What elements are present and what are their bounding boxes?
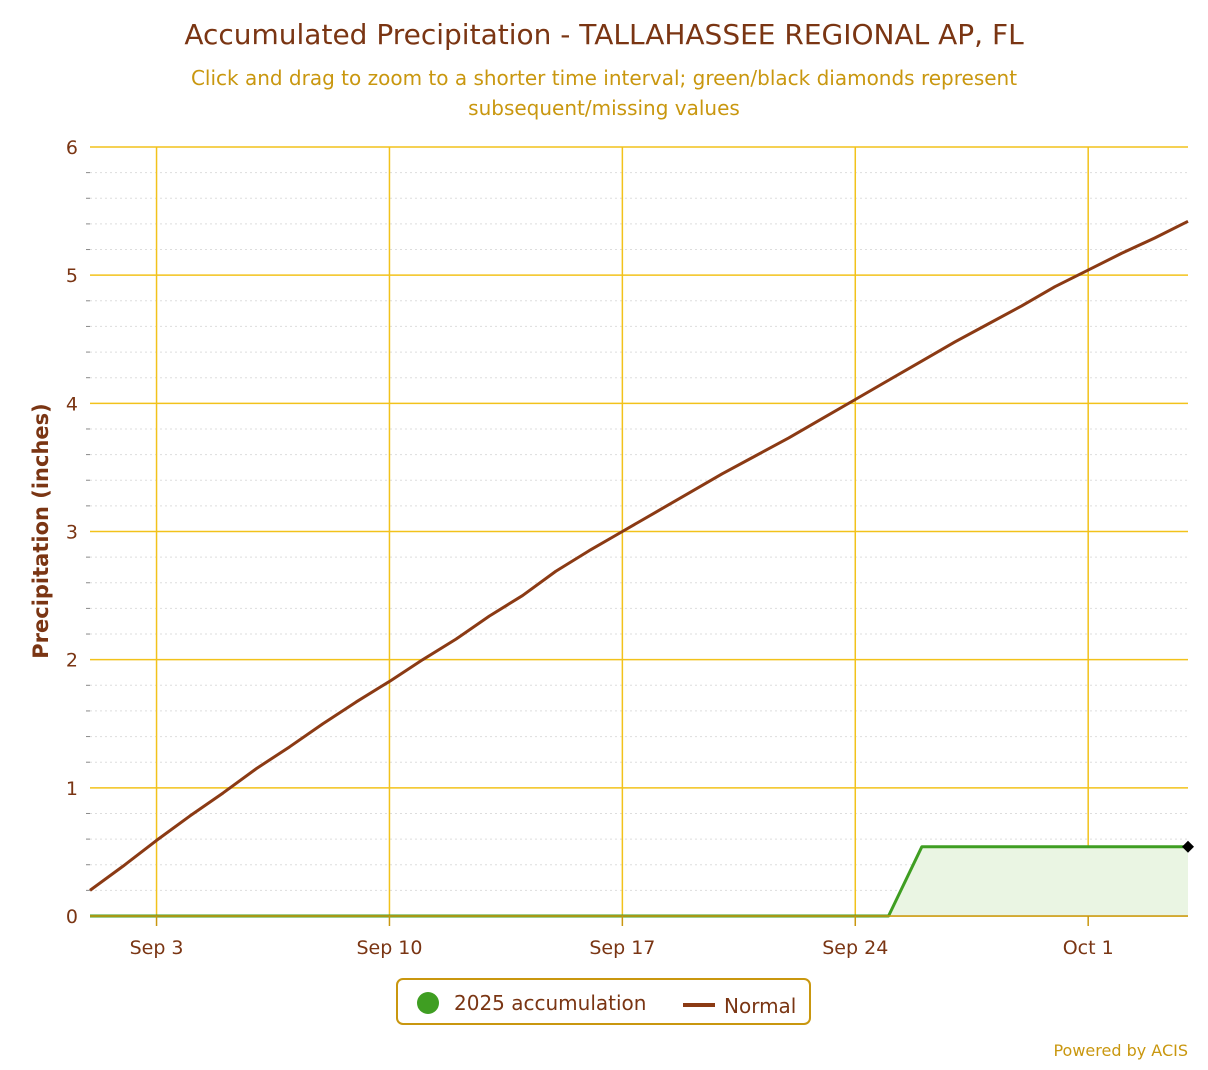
x-tick-label: Sep 3 — [130, 937, 184, 959]
x-axis-ticks: Sep 3 Sep 10 Sep 17 Sep 24 Oct 1 — [130, 937, 1114, 959]
y-tick-label: 1 — [66, 778, 78, 800]
plot-series[interactable] — [89, 219, 1194, 918]
legend-item-2025-accumulation[interactable]: 2025 accumulation — [417, 991, 646, 1015]
accumulation-area — [90, 846, 1188, 916]
normal-series-line[interactable] — [89, 219, 1189, 892]
legend-box — [396, 978, 811, 1025]
y-tick-label: 3 — [66, 522, 78, 544]
y-tick-label: 6 — [66, 137, 78, 159]
credits-link[interactable]: Powered by ACIS — [1053, 1041, 1188, 1060]
y-axis-label: Precipitation (inches) — [29, 403, 53, 659]
x-tick-label: Sep 10 — [356, 937, 422, 959]
major-gridlines — [90, 146, 1188, 917]
legend-label-normal: Normal — [724, 994, 796, 1018]
y-tick-label: 2 — [66, 650, 78, 672]
legend-label-2025-accumulation: 2025 accumulation — [454, 991, 646, 1015]
axes — [90, 915, 1188, 926]
chart-subtitle-line-2: subsequent/missing values — [468, 96, 740, 120]
y-axis-ticks: 0 1 2 3 4 5 6 — [66, 137, 78, 928]
x-tick-label: Sep 24 — [822, 937, 888, 959]
y-tick-label: 0 — [66, 906, 78, 928]
chart-subtitle-line-1: Click and drag to zoom to a shorter time… — [191, 66, 1017, 90]
legend-item-normal[interactable]: Normal — [683, 994, 796, 1018]
x-tick-label: Sep 17 — [589, 937, 655, 959]
y-tick-label: 5 — [66, 265, 78, 287]
minor-gridlines — [86, 172, 1188, 891]
missing-value-diamond-marker[interactable] — [1182, 840, 1194, 853]
legend[interactable]: 2025 accumulation Normal — [396, 978, 811, 1025]
chart-title: Accumulated Precipitation - TALLAHASSEE … — [184, 18, 1024, 51]
x-tick-label: Oct 1 — [1063, 937, 1114, 959]
legend-circle-icon — [417, 992, 439, 1014]
y-tick-label: 4 — [66, 393, 78, 415]
